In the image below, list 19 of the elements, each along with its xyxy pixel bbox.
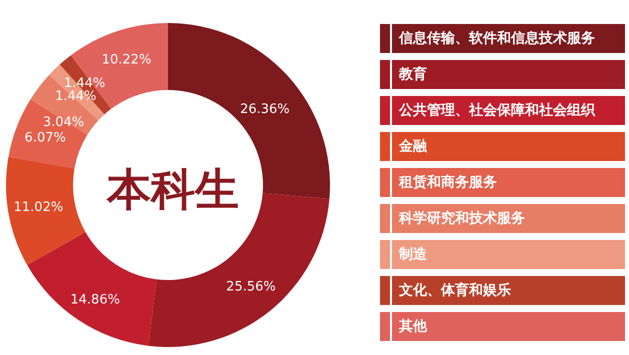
legend-label: 其他	[398, 318, 428, 334]
legend-label: 科学研究和技术服务	[398, 210, 525, 226]
data-label: 14.86%	[70, 292, 120, 308]
legend-label: 制造	[398, 246, 428, 262]
data-label: 26.36%	[240, 102, 290, 117]
data-label: 3.04%	[42, 114, 84, 130]
data-label: 1.44%	[55, 88, 96, 104]
data-label: 6.07%	[24, 130, 66, 146]
legend-label: 文化、体育和娱乐	[398, 282, 511, 298]
data-label: 25.56%	[226, 280, 276, 295]
data-label: 11.02%	[14, 200, 64, 215]
legend-label: 信息传输、软件和信息技术服务	[398, 30, 595, 46]
data-label: 1.44%	[64, 76, 106, 91]
legend-label: 租赁和商务服务	[398, 174, 497, 190]
text: 本科生	[106, 164, 239, 216]
legend-label: 金融	[398, 138, 428, 154]
data-label: 10.22%	[102, 52, 152, 68]
legend-label: 公共管理、社会保障和社会组织	[398, 102, 596, 118]
legend-label: 教育	[398, 66, 427, 82]
